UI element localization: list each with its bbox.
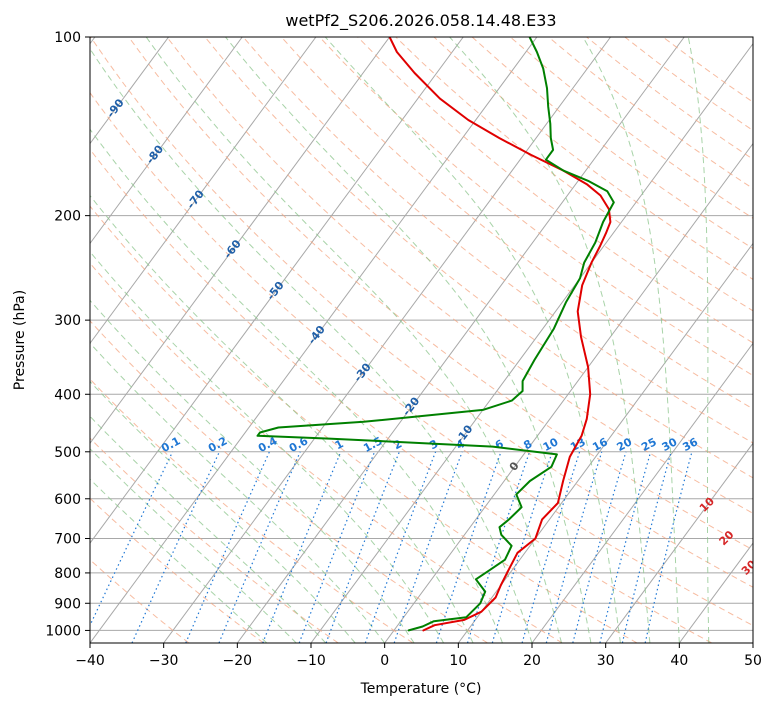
isotherm-line bbox=[236, 37, 685, 643]
y-tick-label: 200 bbox=[54, 209, 81, 225]
mixing-ratio-label: 36 bbox=[680, 435, 700, 454]
moist-adiabat bbox=[90, 128, 503, 643]
y-axis-label: Pressure (hPa) bbox=[12, 290, 28, 390]
mixing-ratio-line bbox=[521, 451, 581, 643]
x-tick-label: 0 bbox=[380, 653, 389, 669]
isotherm-line bbox=[90, 37, 169, 145]
moist-adiabat bbox=[449, 37, 651, 643]
isotherm-line bbox=[90, 37, 317, 345]
moist-adiabat bbox=[90, 415, 327, 643]
x-tick-label: 20 bbox=[523, 653, 541, 669]
temperature-profile bbox=[388, 37, 612, 632]
mixing-ratio-line bbox=[131, 451, 220, 643]
dry-adiabat bbox=[281, 37, 753, 410]
mixing-ratio-line bbox=[435, 451, 502, 643]
mixing-ratio-label: 16 bbox=[590, 435, 610, 454]
mixing-ratio-line bbox=[545, 451, 603, 643]
isotherm-line bbox=[163, 37, 611, 643]
moist-adiabat bbox=[90, 448, 297, 643]
x-axis-label: Temperature (°C) bbox=[360, 681, 482, 697]
isotherm-line bbox=[90, 37, 538, 643]
dry-adiabat bbox=[90, 91, 753, 627]
y-tick-label: 400 bbox=[54, 387, 81, 403]
moist-adiabat bbox=[90, 342, 386, 643]
isotherm-line bbox=[531, 342, 753, 643]
dry-adiabat bbox=[128, 37, 753, 551]
mixing-ratio-label: 25 bbox=[639, 435, 659, 454]
y-tick-label: 600 bbox=[54, 492, 81, 508]
x-tick-label: −40 bbox=[75, 653, 105, 669]
moist-adiabat bbox=[324, 37, 621, 643]
isotherm-line bbox=[90, 37, 390, 445]
mixing-ratio-line bbox=[298, 451, 376, 643]
data-lines bbox=[256, 37, 615, 632]
x-tick-label: 10 bbox=[449, 653, 467, 669]
background-lines bbox=[90, 37, 753, 643]
moist-adiabat bbox=[225, 37, 592, 643]
dry-adiabat bbox=[357, 37, 753, 344]
dry-adiabat bbox=[319, 37, 753, 377]
mixing-ratio-line bbox=[572, 451, 627, 643]
y-tick-label: 300 bbox=[54, 313, 81, 329]
moist-adiabat bbox=[90, 478, 268, 643]
y-tick-label: 800 bbox=[54, 566, 81, 582]
moist-adiabat bbox=[582, 37, 680, 643]
moist-adiabat bbox=[687, 37, 710, 643]
isotherm-line bbox=[605, 442, 753, 643]
mixing-ratio-label: 20 bbox=[615, 435, 635, 454]
isotherm-line bbox=[310, 42, 753, 643]
y-tick-label: 100 bbox=[54, 30, 81, 46]
y-tick-label: 700 bbox=[54, 532, 81, 548]
dry-adiabat bbox=[90, 37, 753, 588]
x-tick-label: 40 bbox=[670, 653, 688, 669]
mixing-ratio-label: 10 bbox=[541, 435, 561, 454]
mixing-ratio-label: 30 bbox=[660, 435, 680, 454]
isotherm-line bbox=[90, 37, 464, 544]
x-tick-label: 30 bbox=[597, 653, 615, 669]
x-tick-label: −20 bbox=[223, 653, 253, 669]
plot-frame bbox=[89, 36, 754, 644]
dry-adiabat bbox=[90, 378, 414, 643]
chart-title: wetPf2_S206.2026.058.14.48.E33 bbox=[285, 11, 556, 31]
y-tick-label: 500 bbox=[54, 445, 81, 461]
dry-adiabat bbox=[90, 148, 712, 643]
dry-adiabat bbox=[90, 205, 638, 643]
moist-adiabat bbox=[90, 299, 415, 643]
y-tick-label: 1000 bbox=[45, 623, 81, 639]
isotherm-line bbox=[384, 142, 753, 643]
y-axis: 1000 900 800 700 600 500 400 300 200 100 bbox=[45, 30, 90, 639]
x-axis: −40 −30 −20 −10 0 10 20 30 40 50 bbox=[75, 643, 762, 669]
isotherm-line bbox=[90, 37, 243, 245]
mixing-ratio-line bbox=[325, 451, 400, 643]
mixing-ratio-line bbox=[466, 451, 531, 643]
x-tick-label: 50 bbox=[744, 653, 762, 669]
x-tick-label: −30 bbox=[149, 653, 179, 669]
moist-adiabat bbox=[90, 48, 533, 643]
dewpoint-profile bbox=[256, 37, 615, 632]
mixing-ratio-line bbox=[491, 451, 553, 643]
moist-adiabat bbox=[90, 380, 356, 643]
moist-adiabat bbox=[145, 37, 562, 643]
y-tick-label: 900 bbox=[54, 596, 81, 612]
mixing-ratio-line bbox=[90, 451, 174, 627]
x-tick-label: −10 bbox=[296, 653, 326, 669]
